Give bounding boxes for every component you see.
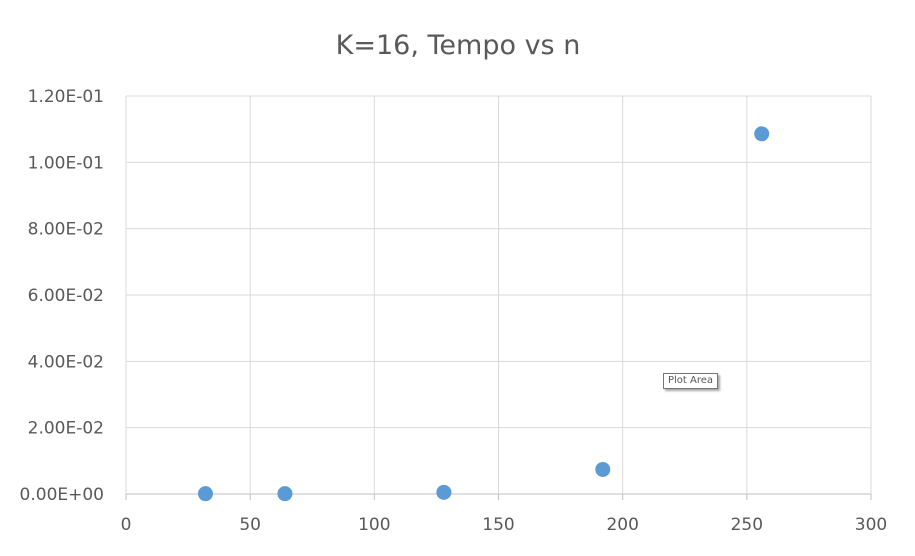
data-point[interactable] — [277, 486, 293, 502]
x-tick-label: 250 — [731, 515, 763, 535]
data-point[interactable] — [754, 126, 770, 142]
x-tick-label: 0 — [121, 515, 132, 535]
gridlines — [125, 95, 872, 500]
y-tick-label: 4.00E-02 — [28, 352, 104, 372]
data-series[interactable] — [197, 126, 770, 502]
x-tick-label: 150 — [482, 515, 514, 535]
x-tick-label: 50 — [239, 515, 261, 535]
data-point[interactable] — [197, 486, 213, 502]
y-tick-label: 1.20E-01 — [28, 87, 104, 107]
x-axis-ticks: 0 50 100 150 200 250 300 — [121, 515, 888, 535]
plot-area-tooltip: Plot Area — [663, 373, 719, 389]
y-axis-ticks: 0.00E+00 2.00E-02 4.00E-02 6.00E-02 8.00E-02… — [20, 87, 104, 505]
y-tick-label: 1.00E-01 — [28, 153, 104, 173]
y-tick-label: 2.00E-02 — [28, 419, 104, 439]
data-point[interactable] — [436, 484, 452, 500]
data-point[interactable] — [595, 461, 611, 477]
y-tick-label: 0.00E+00 — [20, 485, 104, 505]
x-tick-label: 100 — [358, 515, 390, 535]
chart-title: K=16, Tempo vs n — [336, 30, 581, 61]
x-tick-label: 200 — [606, 515, 638, 535]
y-tick-label: 8.00E-02 — [28, 220, 104, 240]
x-tick-label: 300 — [855, 515, 887, 535]
y-tick-label: 6.00E-02 — [28, 286, 104, 306]
